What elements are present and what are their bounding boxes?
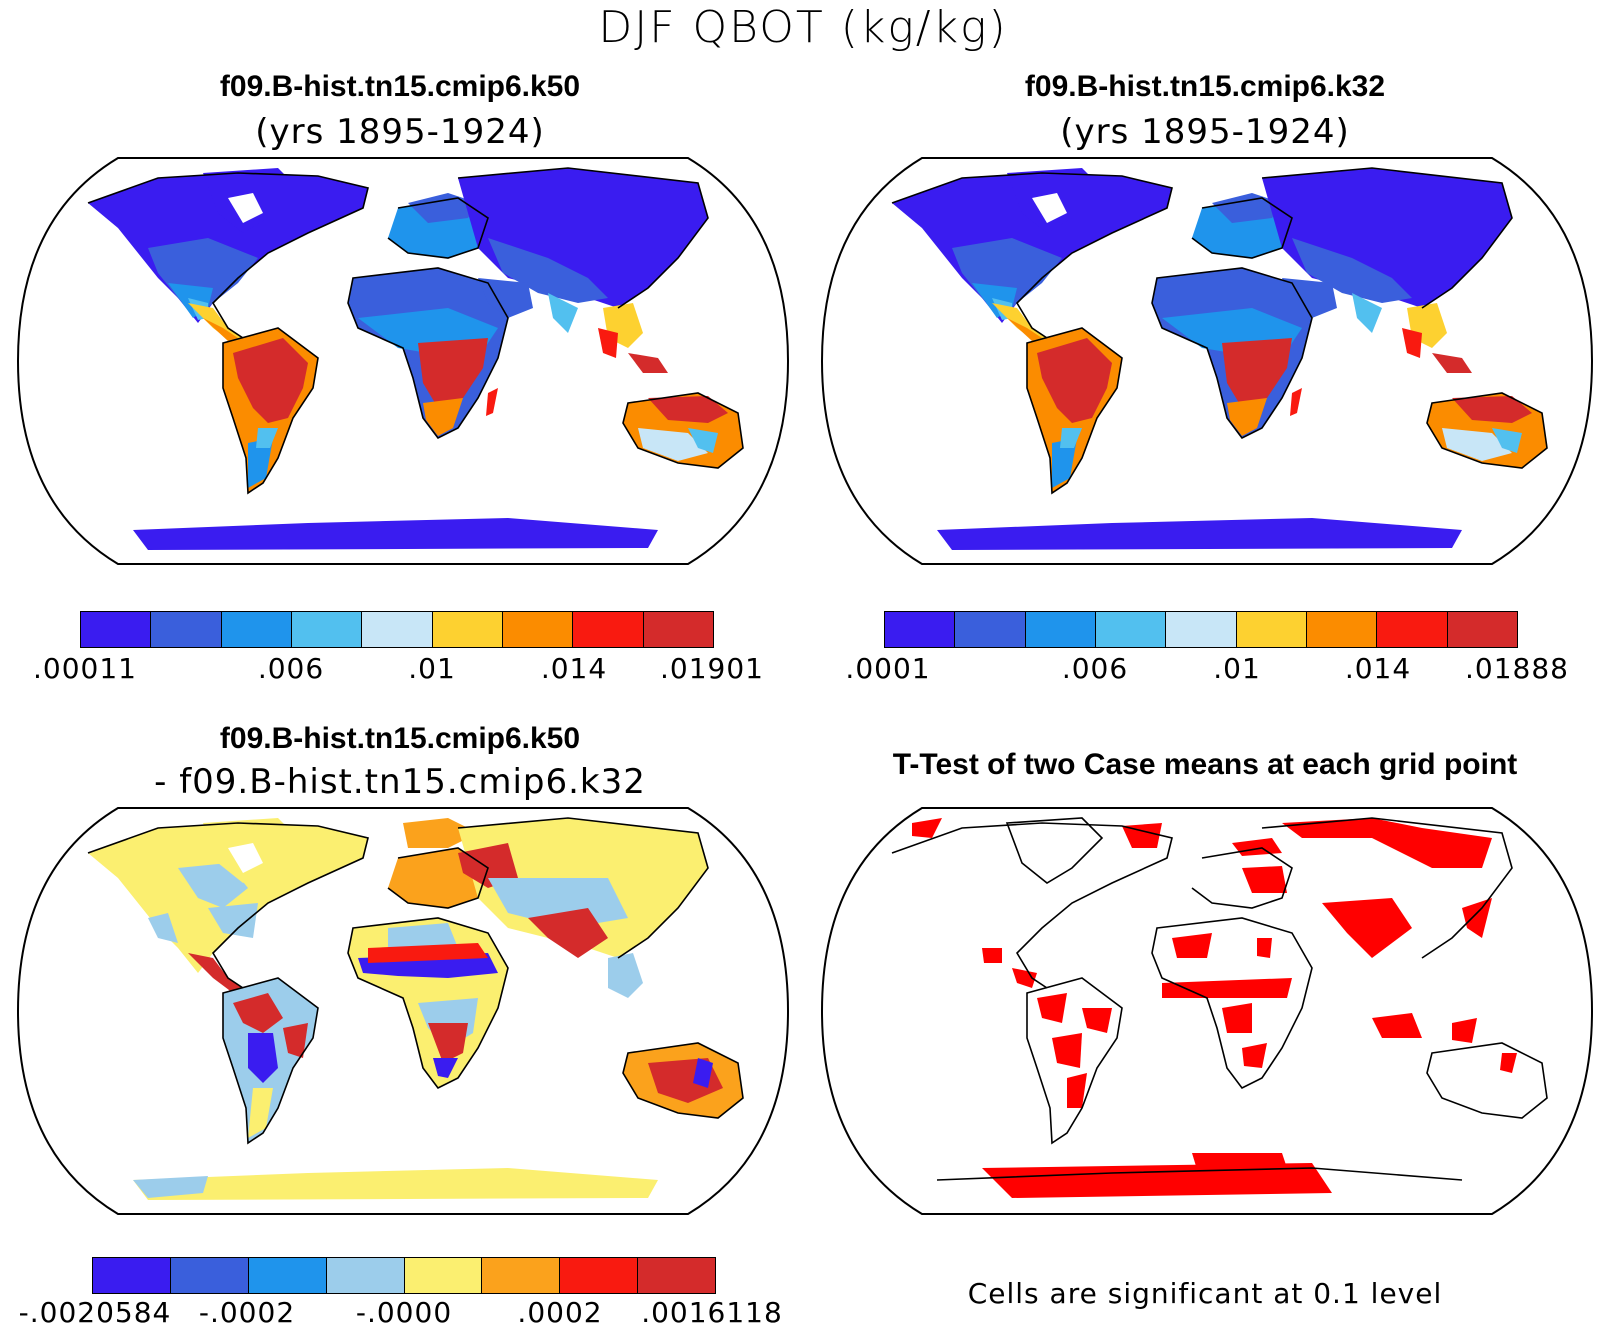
colorbar-tick-top-left-3: .014 — [540, 652, 608, 685]
map-top-left — [16, 157, 790, 565]
panel-subtitle-top-left: (yrs 1895-1924) — [255, 112, 545, 152]
colorbar-swatch-bottom-left-7 — [638, 1258, 715, 1293]
significance-note: Cells are significant at 0.1 level — [967, 1277, 1443, 1310]
colorbar-swatch-top-left-0 — [81, 612, 152, 647]
map-outline-bottom-right — [820, 807, 1594, 1215]
panel-subtitle-bottom-left: - f09.B-hist.tn15.cmip6.k32 — [154, 762, 646, 802]
colorbar-swatch-top-left-1 — [151, 612, 222, 647]
colorbar-swatch-bottom-left-1 — [170, 1258, 249, 1293]
figure-title: DJF QBOT (kg/kg) — [598, 2, 1008, 53]
colorbar-swatch-top-right-7 — [1377, 612, 1448, 647]
colorbar-tick-top-right-4: .01888 — [1465, 652, 1569, 685]
land-fill-top-left — [88, 168, 743, 550]
panel-subtitle-top-right: (yrs 1895-1924) — [1060, 112, 1350, 152]
colorbar-swatch-top-left-2 — [221, 612, 292, 647]
colorbar-swatch-top-right-5 — [1236, 612, 1307, 647]
colorbar-tick-top-right-2: .01 — [1213, 652, 1261, 685]
map-bottom-left — [16, 807, 790, 1215]
map-outline-bottom-left — [16, 807, 790, 1215]
colorbar-tick-top-right-1: .006 — [1061, 652, 1129, 685]
panel-title-bottom-right: T-Test of two Case means at each grid po… — [892, 748, 1518, 781]
colorbar-tick-top-left-4: .01901 — [660, 652, 764, 685]
colorbar-swatch-top-right-8 — [1447, 612, 1517, 647]
colorbar-tick-bottom-left-1: -.0002 — [198, 1296, 296, 1329]
colorbar-swatch-top-right-3 — [1095, 612, 1167, 647]
colorbar-tick-top-right-3: .014 — [1344, 652, 1412, 685]
colorbar-swatch-top-left-5 — [432, 612, 503, 647]
colorbar-bottom-left — [92, 1257, 716, 1294]
land-fill-top-right — [892, 168, 1547, 550]
colorbar-swatch-top-left-7 — [573, 612, 644, 647]
colorbar-tick-bottom-left-4: .0016118 — [641, 1296, 783, 1329]
colorbar-tick-top-left-2: .01 — [408, 652, 456, 685]
colorbar-tick-top-right-0: .0001 — [845, 652, 931, 685]
map-outline-top-right — [820, 157, 1594, 565]
map-top-right — [820, 157, 1594, 565]
coastlines-top-left — [87, 167, 744, 495]
colorbar-top-left — [80, 611, 714, 648]
colorbar-swatch-bottom-left-6 — [560, 1258, 639, 1293]
land-fill-bottom-left — [88, 818, 743, 1200]
coastlines-bottom-right — [891, 817, 1548, 1181]
colorbar-tick-bottom-left-0: -.0020584 — [18, 1296, 172, 1329]
colorbar-swatch-top-left-4 — [362, 612, 433, 647]
colorbar-swatch-bottom-left-3 — [326, 1258, 405, 1293]
colorbar-tick-top-left-0: .00011 — [33, 652, 137, 685]
colorbar-swatch-top-left-8 — [643, 612, 713, 647]
colorbar-swatch-top-right-4 — [1166, 612, 1237, 647]
coastlines-bottom-left — [87, 817, 744, 1145]
colorbar-swatch-top-right-1 — [955, 612, 1026, 647]
colorbar-swatch-bottom-left-2 — [248, 1258, 327, 1293]
colorbar-top-right — [884, 611, 1518, 648]
colorbar-swatch-top-left-3 — [291, 612, 363, 647]
colorbar-swatch-top-left-6 — [502, 612, 574, 647]
colorbar-swatch-top-right-0 — [885, 612, 956, 647]
colorbar-swatch-top-right-6 — [1306, 612, 1378, 647]
significance-fill-bottom-right — [912, 818, 1517, 1198]
colorbar-tick-bottom-left-3: .0002 — [517, 1296, 603, 1329]
colorbar-swatch-bottom-left-4 — [404, 1258, 483, 1293]
coastlines-top-right — [891, 167, 1548, 495]
colorbar-swatch-top-right-2 — [1025, 612, 1096, 647]
colorbar-swatch-bottom-left-5 — [482, 1258, 561, 1293]
panel-title-top-right: f09.B-hist.tn15.cmip6.k32 — [1024, 70, 1386, 103]
colorbar-tick-bottom-left-2: -.0000 — [355, 1296, 453, 1329]
map-bottom-right — [820, 807, 1594, 1215]
colorbar-tick-top-left-1: .006 — [257, 652, 325, 685]
map-outline-top-left — [16, 157, 790, 565]
panel-title-bottom-left: f09.B-hist.tn15.cmip6.k50 — [219, 722, 581, 755]
panel-title-top-left: f09.B-hist.tn15.cmip6.k50 — [219, 70, 581, 103]
colorbar-swatch-bottom-left-0 — [93, 1258, 171, 1293]
